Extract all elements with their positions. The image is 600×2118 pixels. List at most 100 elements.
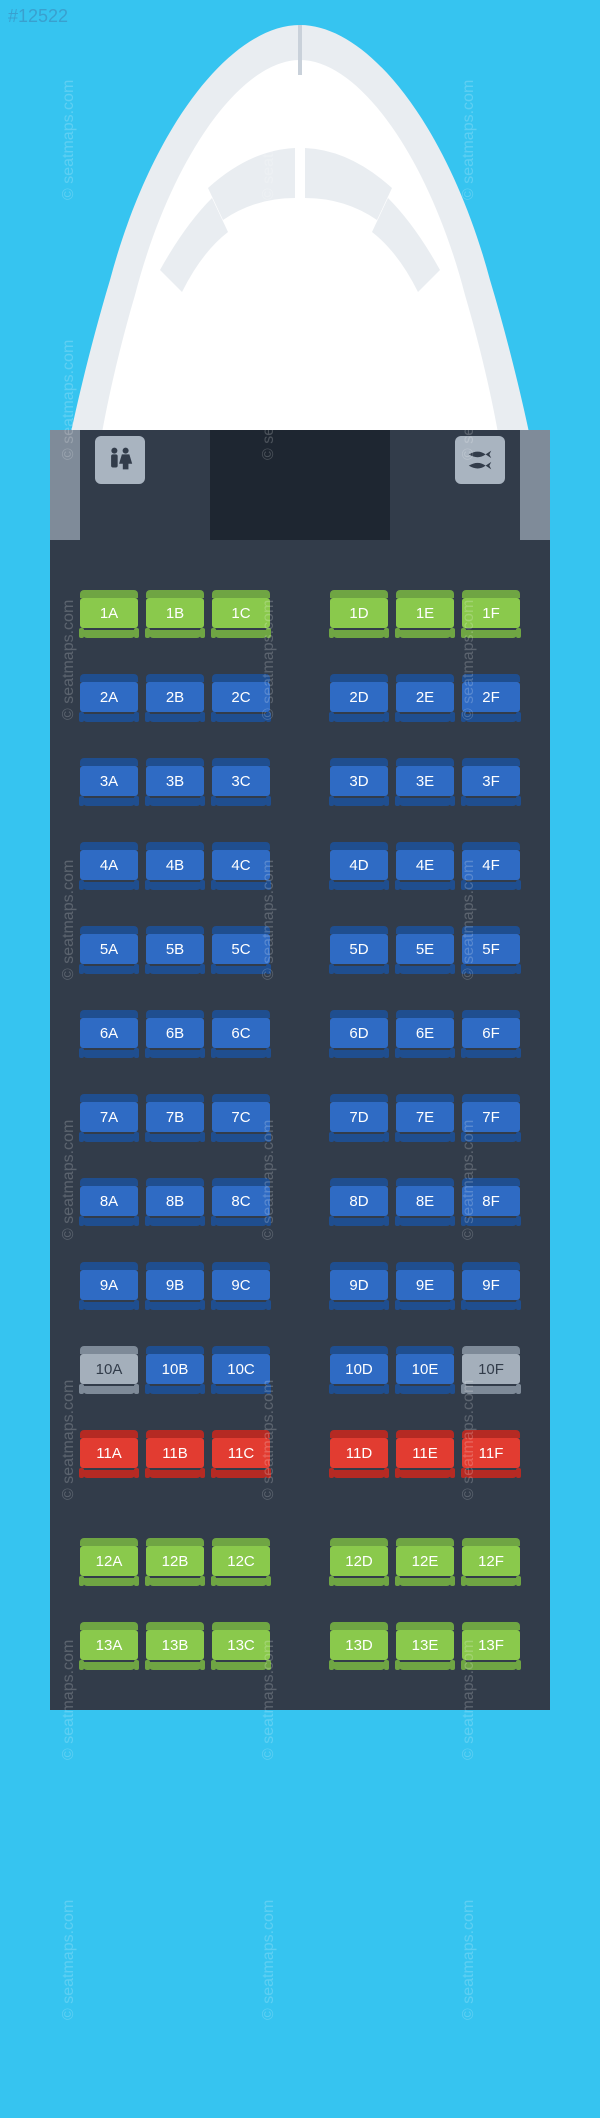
seat-9F[interactable]: 9F [462,1262,520,1310]
seat-13E[interactable]: 13E [396,1622,454,1670]
seat-13D[interactable]: 13D [330,1622,388,1670]
seat-label: 8F [462,1186,520,1216]
seat-4A[interactable]: 4A [80,842,138,890]
seat-5E[interactable]: 5E [396,926,454,974]
seat-block: 12A 12B 12C [80,1538,270,1586]
seat-label: 3D [330,766,388,796]
seat-10F[interactable]: 10F [462,1346,520,1394]
seat-3D[interactable]: 3D [330,758,388,806]
seat-12A[interactable]: 12A [80,1538,138,1586]
seat-4D[interactable]: 4D [330,842,388,890]
seat-6A[interactable]: 6A [80,1010,138,1058]
seat-9D[interactable]: 9D [330,1262,388,1310]
seat-1E[interactable]: 1E [396,590,454,638]
seat-7C[interactable]: 7C [212,1094,270,1142]
seat-12C[interactable]: 12C [212,1538,270,1586]
seat-6D[interactable]: 6D [330,1010,388,1058]
seat-6E[interactable]: 6E [396,1010,454,1058]
seat-12D[interactable]: 12D [330,1538,388,1586]
seat-8D[interactable]: 8D [330,1178,388,1226]
seat-1D[interactable]: 1D [330,590,388,638]
seat-label: 7C [212,1102,270,1132]
seat-block: 3A3B3C [80,758,270,806]
seat-8E[interactable]: 8E [396,1178,454,1226]
seat-block: 5A 5B5C [80,926,270,974]
seat-7A[interactable]: 7A [80,1094,138,1142]
seat-block: 11D11E11F [330,1430,520,1478]
seat-10E[interactable]: 10E [396,1346,454,1394]
seat-5D[interactable]: 5D [330,926,388,974]
seat-1B[interactable]: 1B [146,590,204,638]
seat-label: 7E [396,1102,454,1132]
seat-9E[interactable]: 9E [396,1262,454,1310]
seat-11F[interactable]: 11F [462,1430,520,1478]
seat-13C[interactable]: 13C [212,1622,270,1670]
seat-12F[interactable]: 12F [462,1538,520,1586]
seat-row-9: 9A9B9C 9D9E 9F [80,1262,520,1310]
seat-8B[interactable]: 8B [146,1178,204,1226]
seat-1A[interactable]: 1A [80,590,138,638]
seat-label: 6D [330,1018,388,1048]
seat-label: 12B [146,1546,204,1576]
seat-label: 1E [396,598,454,628]
seat-4B[interactable]: 4B [146,842,204,890]
seat-9B[interactable]: 9B [146,1262,204,1310]
seat-3E[interactable]: 3E [396,758,454,806]
seat-5A[interactable]: 5A [80,926,138,974]
seat-label: 4C [212,850,270,880]
seat-label: 13B [146,1630,204,1660]
seat-10B[interactable]: 10B [146,1346,204,1394]
seat-13B[interactable]: 13B [146,1622,204,1670]
seat-12B[interactable]: 12B [146,1538,204,1586]
seat-11A[interactable]: 11A [80,1430,138,1478]
seat-block: 1D 1E 1F [330,590,520,638]
seat-11D[interactable]: 11D [330,1430,388,1478]
seat-label: 13F [462,1630,520,1660]
seat-9A[interactable]: 9A [80,1262,138,1310]
seat-6B[interactable]: 6B [146,1010,204,1058]
seat-4C[interactable]: 4C [212,842,270,890]
seat-8C[interactable]: 8C [212,1178,270,1226]
seat-label: 9F [462,1270,520,1300]
seat-3F[interactable]: 3F [462,758,520,806]
seat-6F[interactable]: 6F [462,1010,520,1058]
seat-6C[interactable]: 6C [212,1010,270,1058]
seat-7E[interactable]: 7E [396,1094,454,1142]
seat-8A[interactable]: 8A [80,1178,138,1226]
seat-1C[interactable]: 1C [212,590,270,638]
seat-4E[interactable]: 4E [396,842,454,890]
seat-1F[interactable]: 1F [462,590,520,638]
seat-8F[interactable]: 8F [462,1178,520,1226]
seat-3C[interactable]: 3C [212,758,270,806]
seat-block: 7A7B 7C [80,1094,270,1142]
seat-11B[interactable]: 11B [146,1430,204,1478]
seat-label: 5A [80,934,138,964]
seat-2D[interactable]: 2D [330,674,388,722]
seat-label: 2E [396,682,454,712]
seat-7B[interactable]: 7B [146,1094,204,1142]
seat-block: 13D13E 13F [330,1622,520,1670]
seat-3B[interactable]: 3B [146,758,204,806]
seat-10A[interactable]: 10A [80,1346,138,1394]
seat-2C[interactable]: 2C [212,674,270,722]
seat-7F[interactable]: 7F [462,1094,520,1142]
seat-2B[interactable]: 2B [146,674,204,722]
seat-5B[interactable]: 5B [146,926,204,974]
seat-label: 8A [80,1186,138,1216]
seat-10D[interactable]: 10D [330,1346,388,1394]
seat-5C[interactable]: 5C [212,926,270,974]
seat-13A[interactable]: 13A [80,1622,138,1670]
seat-7D[interactable]: 7D [330,1094,388,1142]
seat-2F[interactable]: 2F [462,674,520,722]
seat-2A[interactable]: 2A [80,674,138,722]
seat-4F[interactable]: 4F [462,842,520,890]
seat-10C[interactable]: 10C [212,1346,270,1394]
seat-3A[interactable]: 3A [80,758,138,806]
seat-5F[interactable]: 5F [462,926,520,974]
seat-11E[interactable]: 11E [396,1430,454,1478]
seat-13F[interactable]: 13F [462,1622,520,1670]
seat-12E[interactable]: 12E [396,1538,454,1586]
seat-9C[interactable]: 9C [212,1262,270,1310]
seat-2E[interactable]: 2E [396,674,454,722]
seat-11C[interactable]: 11C [212,1430,270,1478]
